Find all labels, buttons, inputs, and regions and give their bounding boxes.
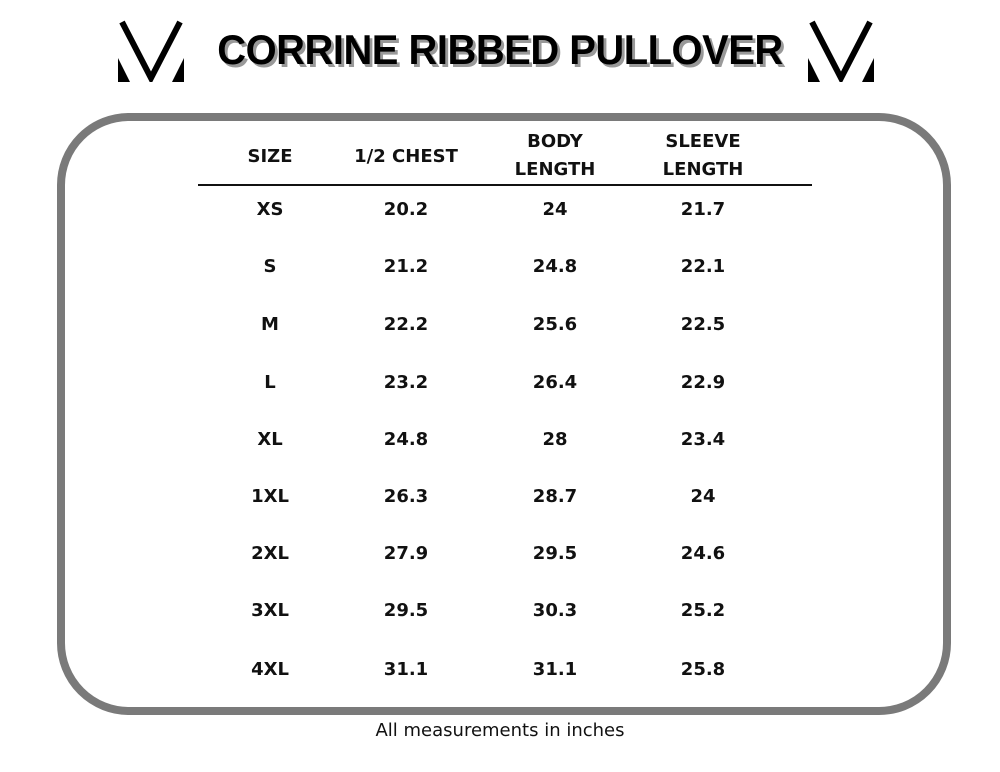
measurement-cell: 31.1 [383, 659, 429, 680]
measurement-cell: 23.2 [383, 372, 429, 393]
measurement-cell: 25.2 [680, 600, 726, 621]
footer-note: All measurements in inches [375, 720, 625, 741]
size-label: 1XL [251, 486, 289, 507]
measurement-cell: 22.2 [383, 314, 429, 335]
brand-logo-left [118, 20, 184, 82]
size-label: S [263, 256, 277, 277]
column-header: SIZE [247, 143, 292, 171]
measurement-cell: 22.1 [680, 256, 726, 277]
brand-logo-right [808, 20, 874, 82]
measurement-cell: 26.3 [383, 486, 429, 507]
measurement-cell: 29.5 [383, 600, 429, 621]
measurement-cell: 21.2 [383, 256, 429, 277]
measurement-cell: 28 [542, 429, 568, 450]
measurement-cell: 20.2 [383, 199, 429, 220]
size-label: 2XL [251, 543, 289, 564]
measurement-cell: 22.5 [680, 314, 726, 335]
page-title: CORRINE RIBBED PULLOVER [217, 26, 783, 73]
measurement-cell: 24.8 [532, 256, 578, 277]
measurement-cell: 24 [690, 486, 716, 507]
size-label: XS [256, 199, 284, 220]
measurement-cell: 21.7 [680, 199, 726, 220]
measurement-cell: 31.1 [532, 659, 578, 680]
measurement-cell: 29.5 [532, 543, 578, 564]
measurement-cell: 22.9 [680, 372, 726, 393]
column-header: BODY LENGTH [515, 128, 596, 184]
column-header-line: LENGTH [662, 159, 744, 180]
column-header-line: 1/2 CHEST [354, 146, 458, 167]
measurement-cell: 23.4 [680, 429, 726, 450]
measurement-cell: 25.6 [532, 314, 578, 335]
column-header: 1/2 CHEST [354, 143, 458, 171]
header-divider [198, 184, 812, 186]
size-chart-frame [57, 113, 951, 715]
size-label: 4XL [251, 659, 289, 680]
measurement-cell: 24.6 [680, 543, 726, 564]
column-header-line: LENGTH [514, 159, 596, 180]
column-header: SLEEVE LENGTH [663, 128, 744, 184]
column-header-line: BODY [527, 131, 583, 152]
column-header-line: SIZE [247, 146, 293, 167]
size-label: L [264, 372, 276, 393]
measurement-cell: 25.8 [680, 659, 726, 680]
measurement-cell: 24.8 [383, 429, 429, 450]
size-label: XL [257, 429, 283, 450]
size-label: M [261, 314, 279, 335]
measurement-cell: 30.3 [532, 600, 578, 621]
measurement-cell: 24 [542, 199, 568, 220]
measurement-cell: 26.4 [532, 372, 578, 393]
column-header-line: SLEEVE [665, 131, 741, 152]
measurement-cell: 28.7 [532, 486, 578, 507]
size-label: 3XL [251, 600, 289, 621]
measurement-cell: 27.9 [383, 543, 429, 564]
